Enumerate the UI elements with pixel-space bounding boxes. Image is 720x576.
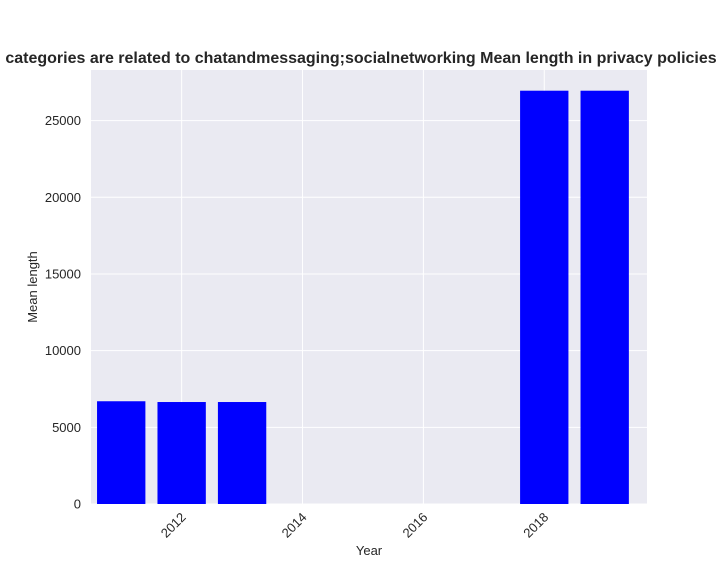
bar-2011 bbox=[97, 401, 146, 504]
bar-2012 bbox=[157, 402, 206, 504]
y-tick-label: 25000 bbox=[45, 113, 81, 128]
y-tick-label: 20000 bbox=[45, 190, 81, 205]
bars bbox=[97, 90, 629, 504]
x-tick-label: 2016 bbox=[399, 510, 430, 541]
bar-2018 bbox=[520, 90, 569, 504]
chart-title: categories are related to chatandmessagi… bbox=[5, 50, 716, 67]
y-axis-label: Mean length bbox=[25, 251, 40, 323]
x-tick-label: 2012 bbox=[158, 510, 189, 541]
bar-2013 bbox=[217, 402, 267, 504]
bar-2019 bbox=[580, 90, 629, 504]
y-tick-label: 0 bbox=[74, 497, 81, 512]
y-tick-label: 10000 bbox=[45, 343, 81, 358]
x-tick-label: 2014 bbox=[279, 510, 310, 541]
y-tick-label: 15000 bbox=[45, 266, 81, 281]
y-tick-label: 5000 bbox=[52, 420, 81, 435]
x-tick-label: 2018 bbox=[520, 510, 551, 541]
x-axis-label: Year bbox=[356, 543, 383, 558]
x-tick-labels: 2012 2014 2016 2018 bbox=[158, 510, 552, 541]
y-tick-labels: 0 5000 10000 15000 20000 25000 bbox=[45, 113, 81, 511]
